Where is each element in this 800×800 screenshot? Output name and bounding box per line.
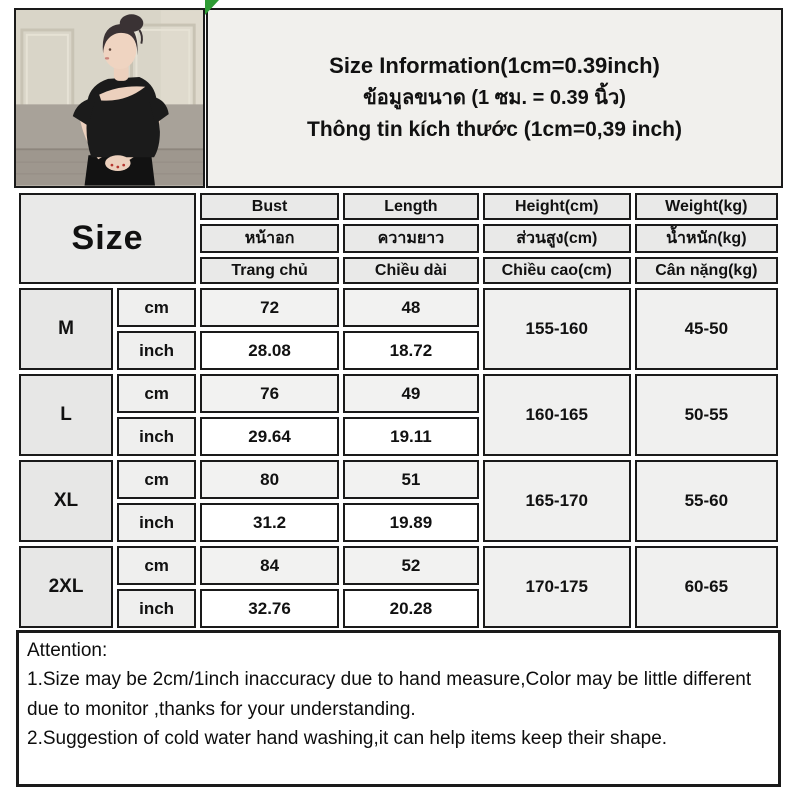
size-info-title-panel: Size Information(1cm=0.39inch) ข้อมูลขนา… (206, 8, 783, 188)
2xl-length-inch: 20.28 (343, 589, 479, 628)
table-row: XL cm 80 51 165-170 55-60 (19, 460, 778, 542)
col-header-bust-en: Bust (200, 193, 339, 220)
m-length-cm: 48 (343, 288, 479, 327)
2xl-height-range: 170-175 (482, 546, 631, 628)
col-header-bust-vi: Trang chủ (200, 257, 339, 284)
unit-inch: inch (117, 589, 197, 628)
unit-cm: cm (117, 546, 197, 585)
table-row: 2XL cm 84 52 170-175 60-65 (19, 546, 778, 628)
xl-weight-range: 55-60 (634, 460, 778, 542)
size-corner-header: Size (19, 193, 197, 284)
table-row: M cm 72 48 155-160 45-50 (19, 288, 778, 370)
top-section: Size Information(1cm=0.39inch) ข้อมูลขนา… (14, 0, 783, 188)
size-label-2xl: 2XL (19, 546, 114, 628)
col-header-length-vi: Chiều dài (343, 257, 479, 284)
col-header-weight-en: Weight(kg) (634, 193, 778, 220)
title-thai: ข้อมูลขนาด (1 ซม. = 0.39 นิ้ว) (363, 87, 626, 110)
attention-note-1: 1.Size may be 2cm/1inch inaccuracy due t… (27, 669, 752, 720)
col-header-weight-th: น้ำหนัก(kg) (634, 224, 778, 253)
product-photo-illustration (16, 10, 203, 186)
xl-bust-inch: 31.2 (200, 503, 339, 542)
header-row-vietnamese: Trang chủ Chiều dài Chiều cao(cm) Cân nặ… (19, 257, 778, 284)
xl-bust-cm: 80 (200, 460, 339, 499)
l-length-inch: 19.11 (343, 417, 479, 456)
product-photo (14, 8, 205, 188)
col-header-height-vi: Chiều cao(cm) (482, 257, 631, 284)
table-row: L cm 76 49 160-165 50-55 (19, 374, 778, 456)
header-row-english: Size Bust Length Height(cm) Weight(kg) (19, 193, 778, 284)
m-height-range: 155-160 (482, 288, 631, 370)
size-chart-table: Size Bust Length Height(cm) Weight(kg) ห… (15, 189, 782, 632)
unit-cm: cm (117, 460, 197, 499)
2xl-bust-cm: 84 (200, 546, 339, 585)
size-label-l: L (19, 374, 114, 456)
col-header-bust-th: หน้าอก (200, 224, 339, 253)
col-header-length-th: ความยาว (343, 224, 479, 253)
size-label-xl: XL (19, 460, 114, 542)
l-length-cm: 49 (343, 374, 479, 413)
l-bust-inch: 29.64 (200, 417, 339, 456)
unit-inch: inch (117, 331, 197, 370)
unit-inch: inch (117, 417, 197, 456)
xl-length-cm: 51 (343, 460, 479, 499)
table-row: inch 32.76 20.28 (19, 589, 778, 628)
2xl-weight-range: 60-65 (634, 546, 778, 628)
col-header-height-en: Height(cm) (482, 193, 631, 220)
m-bust-cm: 72 (200, 288, 339, 327)
table-row: inch 29.64 19.11 (19, 417, 778, 456)
unit-inch: inch (117, 503, 197, 542)
l-height-range: 160-165 (482, 374, 631, 456)
m-weight-range: 45-50 (634, 288, 778, 370)
unit-cm: cm (117, 374, 197, 413)
2xl-bust-inch: 32.76 (200, 589, 339, 628)
m-length-inch: 18.72 (343, 331, 479, 370)
table-row: inch 31.2 19.89 (19, 503, 778, 542)
col-header-height-th: ส่วนสูง(cm) (482, 224, 631, 253)
title-vietnamese: Thông tin kích thước (1cm=0,39 inch) (307, 118, 682, 142)
l-weight-range: 50-55 (634, 374, 778, 456)
header-row-thai: หน้าอก ความยาว ส่วนสูง(cm) น้ำหนัก(kg) (19, 224, 778, 253)
xl-height-range: 165-170 (482, 460, 631, 542)
unit-cm: cm (117, 288, 197, 327)
size-label-m: M (19, 288, 114, 370)
xl-length-inch: 19.89 (343, 503, 479, 542)
table-row: inch 28.08 18.72 (19, 331, 778, 370)
2xl-length-cm: 52 (343, 546, 479, 585)
col-header-length-en: Length (343, 193, 479, 220)
col-header-weight-vi: Cân nặng(kg) (634, 257, 778, 284)
attention-note-2: 2.Suggestion of cold water hand washing,… (27, 728, 668, 750)
l-bust-cm: 76 (200, 374, 339, 413)
attention-heading: Attention: (27, 640, 108, 661)
attention-notes: Attention: 1.Size may be 2cm/1inch inacc… (16, 630, 781, 787)
m-bust-inch: 28.08 (200, 331, 339, 370)
title-english: Size Information(1cm=0.39inch) (329, 53, 660, 79)
